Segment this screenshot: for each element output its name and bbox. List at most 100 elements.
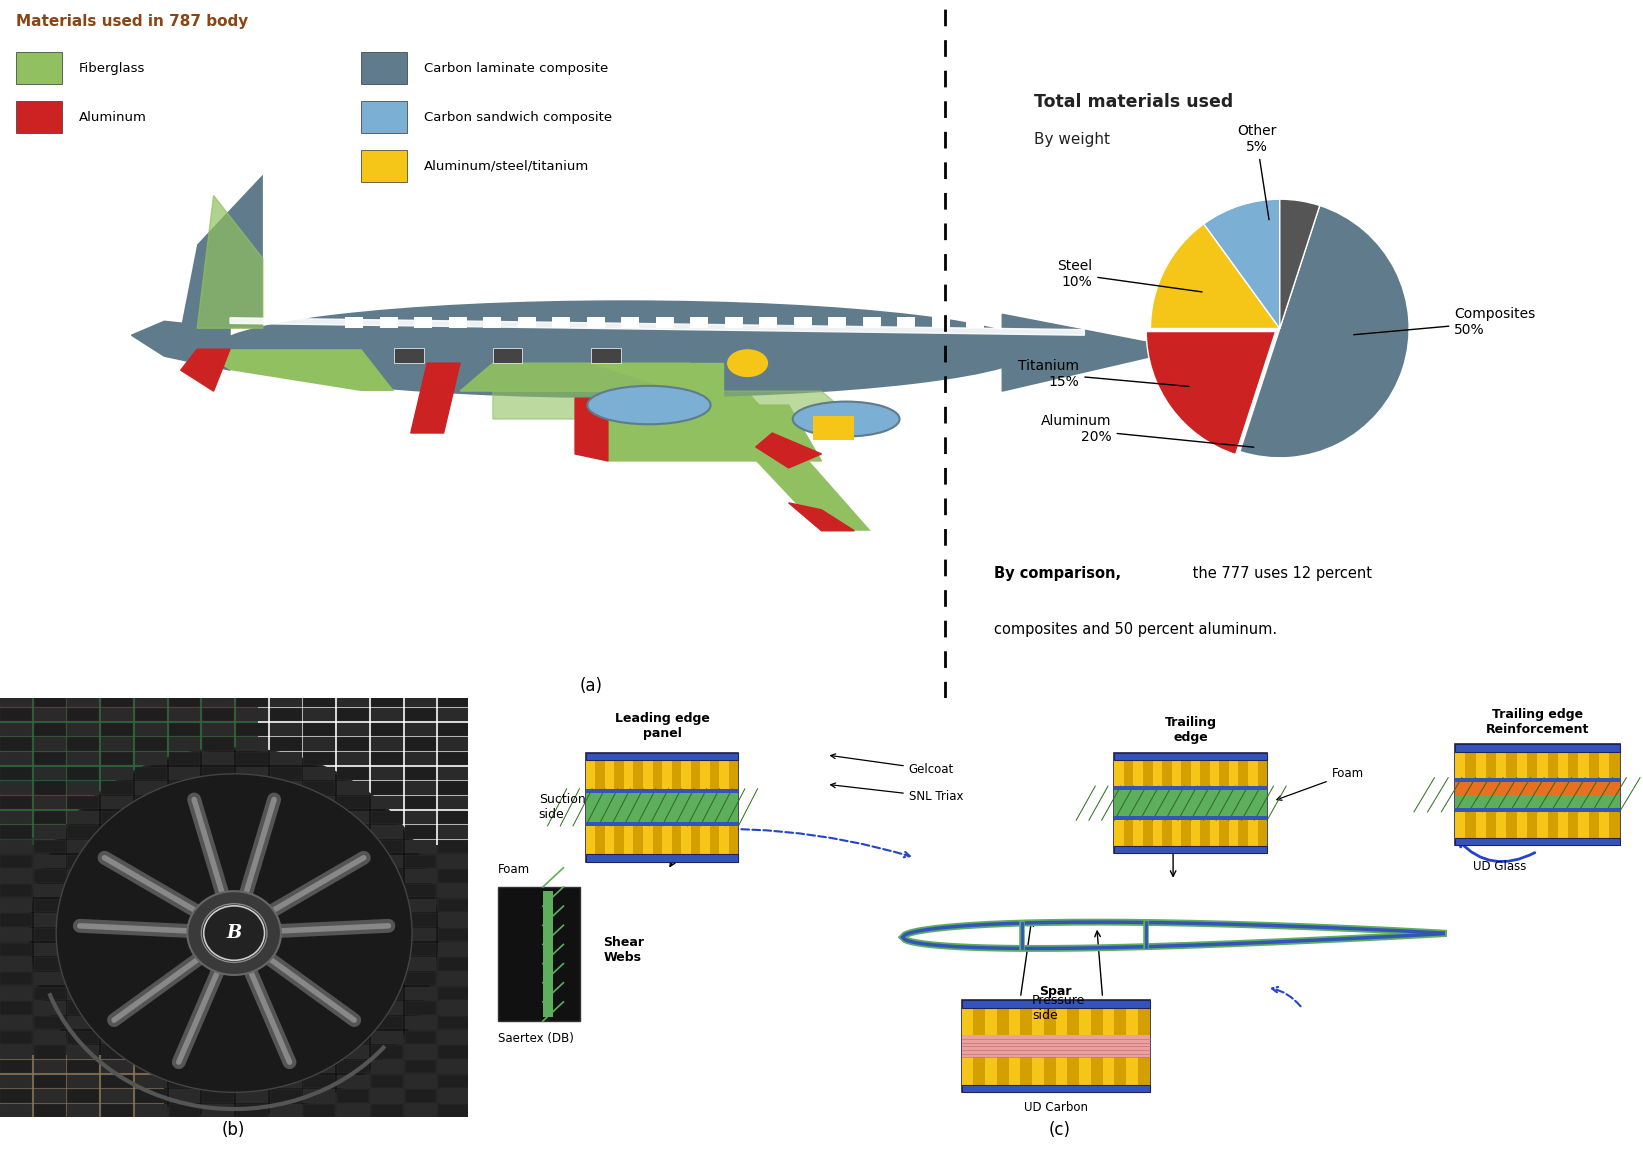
Bar [269,1030,302,1044]
Bar [35,737,66,751]
Bar [67,840,99,853]
Bar [269,1103,302,1117]
Bar [35,840,66,853]
Bar [269,694,302,707]
Bar [439,679,470,693]
Bar [371,723,403,736]
Bar [472,694,504,707]
Text: Shear
Webs: Shear Webs [603,936,644,964]
Bar [1558,746,1567,844]
Bar [404,723,437,736]
Ellipse shape [726,349,769,377]
Text: Carbon sandwich composite: Carbon sandwich composite [424,111,613,123]
Bar [102,840,133,853]
Bar [304,1016,335,1029]
Bar [439,810,470,824]
Bar [67,883,99,897]
Bar [169,767,200,780]
Bar [237,957,268,971]
Bar [1548,746,1558,844]
Bar [202,708,233,722]
Bar [518,317,536,328]
Bar [135,810,166,824]
Bar [337,957,370,971]
Bar [439,1016,470,1029]
Bar [202,840,233,853]
Bar [0,1090,31,1102]
Bar [0,914,31,927]
Bar [404,1103,437,1117]
Bar [337,1001,370,1015]
Bar [269,943,302,956]
Bar [585,753,738,760]
Bar [237,1016,268,1029]
Bar [371,810,403,824]
Bar [472,1045,504,1059]
Bar [404,943,437,956]
Bar [169,679,200,693]
Text: Titanium
15%: Titanium 15% [1019,359,1190,389]
Bar [973,1002,986,1091]
Bar [371,796,403,809]
Bar [135,1001,166,1015]
Bar [472,883,504,897]
FancyBboxPatch shape [361,101,407,133]
Bar [169,1103,200,1117]
Bar [0,781,31,795]
Bar [404,1090,437,1102]
Bar [202,928,233,942]
FancyBboxPatch shape [16,52,62,84]
Bar [439,796,470,809]
Bar [1456,778,1620,782]
Bar [759,317,777,328]
Bar [67,870,99,882]
Bar [304,840,335,853]
Bar [986,1002,997,1091]
Bar [102,737,133,751]
Bar [202,1060,233,1073]
Bar [135,694,166,707]
Bar [35,1060,66,1073]
Bar [472,1001,504,1015]
Bar [169,840,200,853]
Bar [202,870,233,882]
Bar [439,987,470,1000]
Text: Aluminum: Aluminum [79,111,146,123]
Bar [269,840,302,853]
Bar [585,854,738,861]
Bar [498,887,580,1021]
Bar [202,1103,233,1117]
Bar [371,694,403,707]
Bar [404,1001,437,1015]
Bar [67,854,99,868]
Text: Total materials used: Total materials used [1033,93,1234,111]
Bar [337,781,370,795]
Bar [202,987,233,1000]
Bar [1456,778,1620,811]
Bar [371,1001,403,1015]
Bar [35,708,66,722]
Bar [1144,754,1152,852]
Bar [67,694,99,707]
Bar [135,972,166,986]
Bar [725,317,743,328]
Bar [1114,786,1267,821]
Bar [67,767,99,780]
Bar [337,767,370,780]
Bar [237,943,268,956]
Bar [304,883,335,897]
Bar [304,914,335,927]
Bar [169,1001,200,1015]
Bar [202,899,233,913]
Bar [414,317,432,328]
Bar [0,943,31,956]
Bar [472,972,504,986]
Bar [371,1045,403,1059]
Bar [169,708,200,722]
Bar [794,317,812,328]
Bar [1239,754,1249,852]
Bar [472,810,504,824]
Bar [472,737,504,751]
Polygon shape [904,922,1443,949]
Bar [304,943,335,956]
